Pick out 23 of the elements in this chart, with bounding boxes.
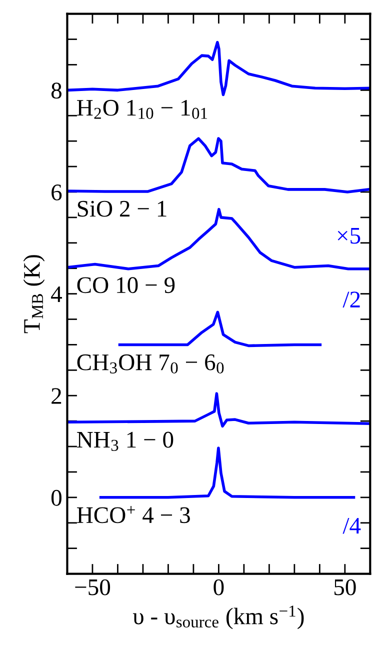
series-label: CH$_{3}$OH 7$_{0}$ − 6$_{0}$ xyxy=(77,354,224,374)
series-label: NH$_{3}$ 1 − 0 xyxy=(77,432,174,451)
line-series xyxy=(67,137,370,194)
line-series xyxy=(118,310,322,348)
y-tick-label: 6 xyxy=(52,184,62,200)
line-series xyxy=(67,392,370,428)
series-label: CO 10 − 9 xyxy=(77,277,175,294)
y-tick-label: 2 xyxy=(52,388,62,404)
x-axis-title: υ - υ$_{source}$ (km s$^{−1}$) xyxy=(132,606,304,630)
x-tick-label: 50 xyxy=(334,579,356,596)
series-label: SiO 2 − 1 xyxy=(78,200,166,217)
annotation: /4 xyxy=(342,518,361,534)
series-label: HCO$^{+}$ 4 − 3 xyxy=(77,506,190,524)
series-label: H$_{2}$O 1$_{10}$ − 1$_{01}$ xyxy=(77,100,208,119)
y-tick-label: 0 xyxy=(51,490,62,506)
y-tick-label: 4 xyxy=(51,286,62,302)
line-series xyxy=(67,40,370,96)
annotation: /2 xyxy=(342,292,360,308)
y-axis-title: T$_{MB}$ (K) xyxy=(23,255,45,334)
y-tick-label: 8 xyxy=(51,82,62,99)
x-tick-label: 0 xyxy=(214,579,224,596)
annotation: ×5 xyxy=(338,228,360,244)
x-tick-label: −50 xyxy=(75,579,110,596)
